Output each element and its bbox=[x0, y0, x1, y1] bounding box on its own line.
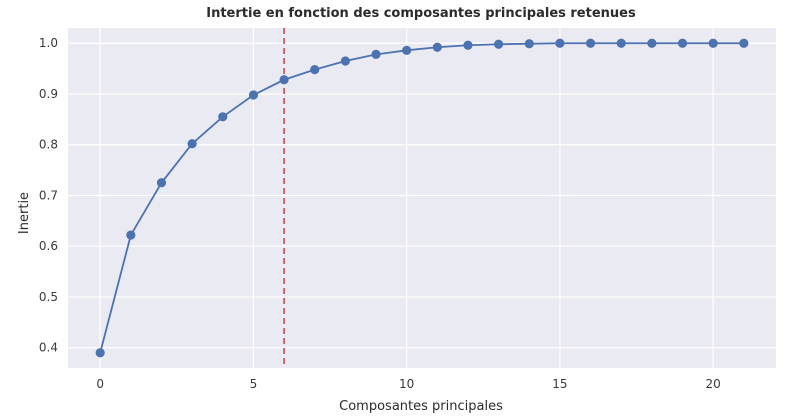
data-point bbox=[432, 42, 442, 52]
y-tick-label: 0.4 bbox=[39, 341, 58, 355]
data-point bbox=[126, 230, 136, 240]
x-tick-label: 5 bbox=[250, 377, 258, 391]
y-tick-label: 0.7 bbox=[39, 188, 58, 202]
grid-lines bbox=[68, 28, 776, 368]
data-point bbox=[494, 39, 504, 49]
data-point bbox=[248, 90, 259, 100]
y-tick-labels: 0.4 0.5 0.6 0.7 0.8 0.9 1.0 bbox=[39, 36, 58, 354]
data-point bbox=[555, 38, 565, 48]
data-point bbox=[187, 139, 197, 149]
data-point bbox=[677, 38, 688, 48]
plot-area bbox=[68, 28, 776, 368]
data-point bbox=[463, 40, 473, 50]
x-tick-labels: 0 5 10 15 20 bbox=[96, 377, 720, 391]
data-point bbox=[585, 38, 596, 48]
series-line bbox=[99, 42, 744, 354]
y-axis-label: Inertie bbox=[17, 192, 32, 234]
data-point bbox=[371, 49, 381, 59]
data-point bbox=[340, 56, 350, 66]
x-tick-label: 20 bbox=[706, 377, 721, 391]
y-tick-label: 0.5 bbox=[39, 290, 58, 304]
y-tick-label: 0.8 bbox=[39, 138, 58, 152]
data-point bbox=[310, 65, 320, 75]
x-axis-label: Composantes principales bbox=[339, 399, 503, 414]
data-point bbox=[708, 38, 718, 48]
data-point bbox=[156, 178, 167, 188]
data-point bbox=[218, 112, 228, 122]
data-point bbox=[647, 38, 657, 48]
x-tick-label: 10 bbox=[399, 377, 414, 391]
y-tick-label: 1.0 bbox=[39, 36, 58, 50]
x-tick-label: 15 bbox=[552, 377, 567, 391]
data-point bbox=[279, 75, 289, 85]
data-point bbox=[402, 45, 412, 55]
data-point bbox=[739, 38, 749, 48]
x-tick-label: 0 bbox=[96, 377, 104, 391]
chart-title: Intertie en fonction des composantes pri… bbox=[206, 6, 636, 21]
y-tick-label: 0.6 bbox=[39, 239, 58, 253]
series-group bbox=[95, 38, 749, 358]
data-point bbox=[524, 39, 534, 49]
data-point bbox=[616, 38, 626, 48]
data-point bbox=[95, 348, 105, 358]
y-tick-label: 0.9 bbox=[39, 87, 58, 101]
